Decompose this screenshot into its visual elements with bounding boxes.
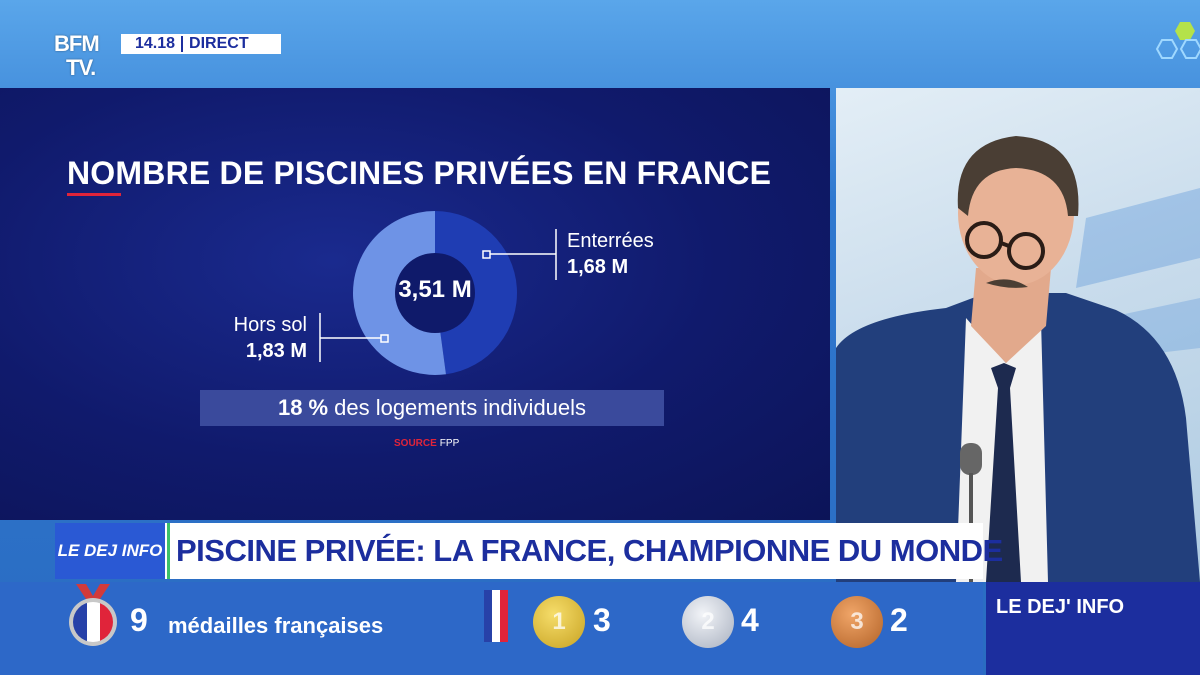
- headline-banner: [55, 523, 983, 579]
- show-logo: LE DEJ INFO: [55, 523, 165, 579]
- gold-medal-digit: 1: [552, 608, 566, 635]
- segment-value-enterrees: 1,68 M: [567, 256, 629, 278]
- france-flag-icon: [484, 590, 508, 642]
- show-logo-text: LE DEJ INFO: [57, 541, 163, 560]
- silver-medal-count: 4: [741, 602, 759, 638]
- studio-camera-view: [836, 88, 1200, 582]
- bronze-medal-icon: 3: [831, 596, 883, 648]
- title-accent-underline: [67, 193, 121, 196]
- silver-medal-digit: 2: [701, 608, 715, 635]
- gold-medal-icon: 1: [533, 596, 585, 648]
- show-corner-badge: LE DEJ' INFO: [986, 582, 1200, 675]
- donut-total-label: 3,51 M: [398, 276, 472, 303]
- gold-medal-count: 3: [593, 602, 611, 638]
- medal-total-label: médailles françaises: [168, 613, 384, 638]
- source-label: SOURCE: [394, 438, 437, 449]
- presenter-image: [836, 136, 1200, 582]
- france-medal-icon: [69, 584, 117, 646]
- medal-total-count: 9: [130, 602, 148, 638]
- hexagon-decoration-icon: [1155, 22, 1200, 59]
- segment-value-hors-sol: 1,83 M: [245, 340, 307, 362]
- clock-time: 14.18: [135, 35, 176, 52]
- silver-medal-icon: 2: [682, 596, 734, 648]
- headline-text: PISCINE PRIVÉE: LA FRANCE, CHAMPIONNE DU…: [176, 533, 1003, 568]
- source-value: FPP: [439, 438, 460, 449]
- segment-label-enterrees: Enterrées: [567, 230, 654, 252]
- donut-hole: [395, 253, 475, 333]
- donut-chart: [352, 211, 517, 375]
- segment-label-hors-sol: Hors sol: [233, 314, 307, 336]
- bronze-medal-count: 2: [890, 602, 908, 638]
- stat-banner: 18 % des logements individuels: [200, 390, 664, 426]
- infographic-title: NOMBRE DE PISCINES PRIVÉES EN FRANCE: [67, 155, 772, 191]
- channel-logo: BFM TV.: [54, 32, 116, 86]
- clock-live-badge: 14.18 DIRECT: [121, 34, 281, 54]
- live-label: DIRECT: [181, 36, 249, 52]
- channel-logo-line2: TV.: [66, 55, 96, 80]
- channel-logo-line1: BFM: [54, 31, 100, 56]
- headline-accent-bar: [167, 523, 170, 579]
- show-corner-label: LE DEJ' INFO: [996, 596, 1125, 618]
- source-credit: SOURCE FPP: [394, 438, 459, 449]
- bronze-medal-digit: 3: [850, 608, 864, 635]
- stat-text: des logements individuels: [334, 395, 587, 420]
- stat-percentage: 18 %: [277, 395, 329, 420]
- donut-slice-enterrees: [435, 211, 517, 375]
